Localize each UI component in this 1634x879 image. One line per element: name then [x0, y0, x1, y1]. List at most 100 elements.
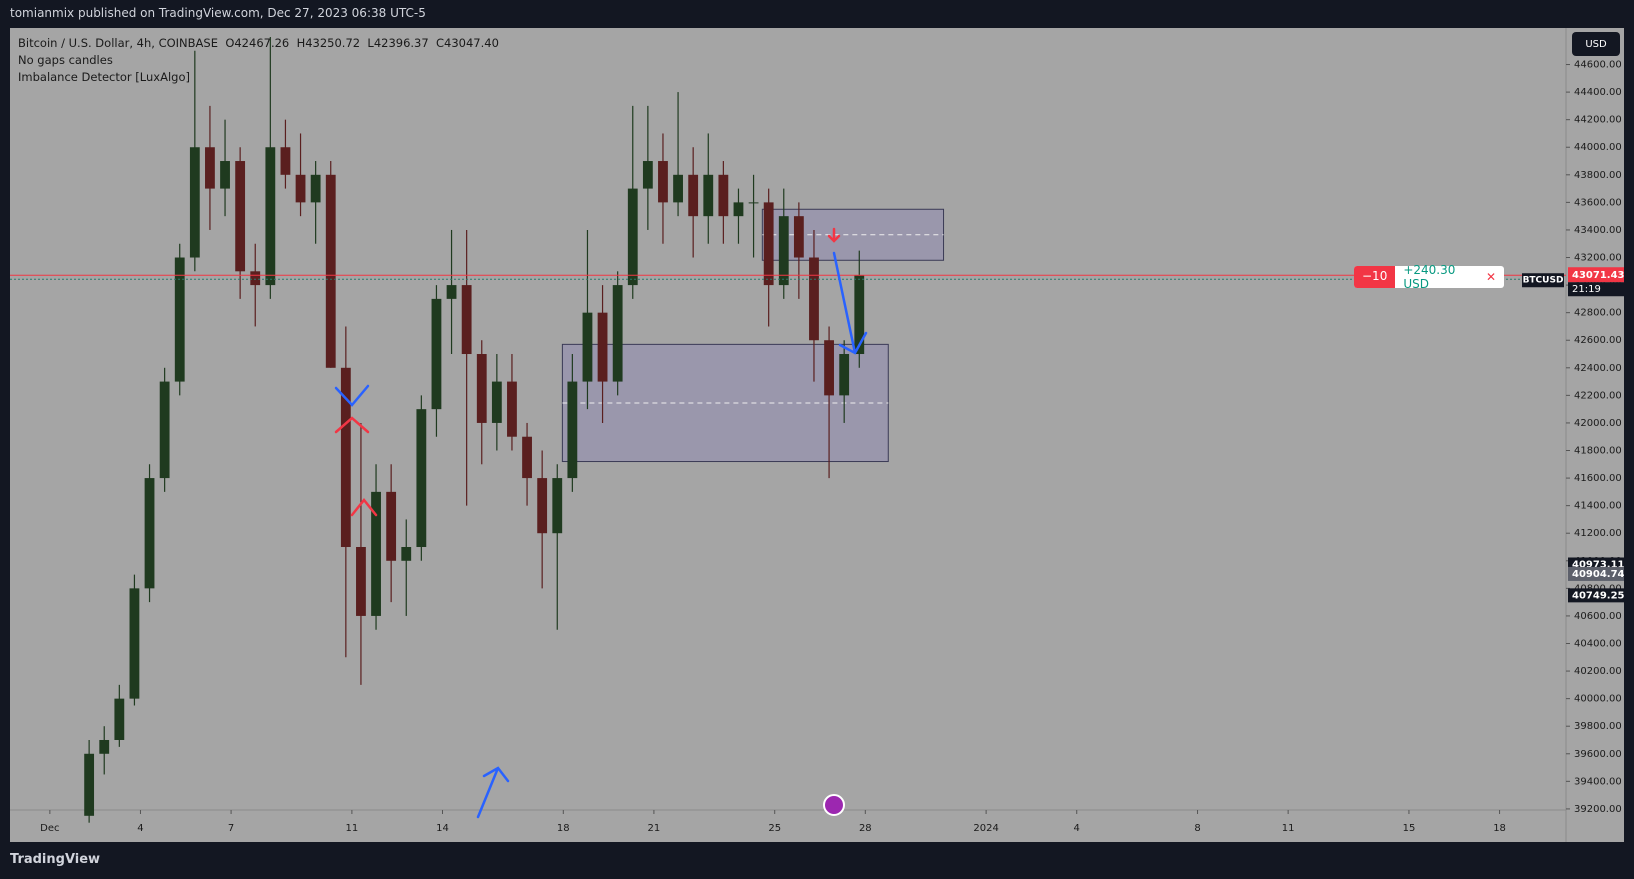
legend-line: No gaps candles [18, 53, 113, 67]
candle-body [129, 588, 140, 699]
y-tick-label: 40600.00 [1574, 611, 1622, 622]
candle-body [688, 174, 699, 217]
x-tick-label: 21 [648, 823, 661, 834]
position-widget[interactable]: −10 +240.30 USD ✕ [1354, 263, 1504, 291]
position-close[interactable]: ✕ [1485, 270, 1496, 284]
y-tick-label: 42600.00 [1574, 335, 1622, 346]
x-tick-label: 7 [228, 823, 234, 834]
event-icon[interactable] [823, 794, 845, 816]
x-tick-label: 14 [436, 823, 449, 834]
footer-brand: TradingView [10, 852, 101, 867]
y-tick-label: 40000.00 [1574, 694, 1622, 705]
legend: Bitcoin / U.S. Dollar, 4h, COINBASE O424… [18, 35, 499, 86]
arrow [334, 416, 370, 434]
candle-body [280, 147, 291, 175]
candle-body [189, 147, 200, 258]
legend-symbol: Bitcoin / U.S. Dollar, 4h, COINBASE [18, 36, 218, 50]
y-tick-label: 39200.00 [1574, 804, 1622, 815]
position-pnl: +240.30 USD [1403, 263, 1456, 291]
y-tick-label: 41400.00 [1574, 501, 1622, 512]
arrow [827, 227, 841, 243]
candle-body [295, 174, 306, 203]
candle-body [733, 202, 744, 217]
arrow [476, 766, 510, 819]
candle-body [220, 161, 230, 189]
legend-line: Imbalance Detector [LuxAlgo] [18, 70, 190, 84]
x-tick-label: 4 [137, 823, 143, 834]
candle-body [325, 174, 336, 368]
y-tick-label: 39800.00 [1574, 721, 1622, 732]
x-tick-label: 2024 [973, 823, 998, 834]
y-tick-label: 41200.00 [1574, 528, 1622, 539]
x-tick-label: 15 [1403, 823, 1416, 834]
plot-background [10, 28, 1624, 842]
y-tick-label: 39600.00 [1574, 749, 1622, 760]
candle-body [824, 340, 834, 396]
y-tick-label: 41800.00 [1574, 446, 1622, 457]
legend-high: H43250.72 [296, 36, 361, 50]
candle-body [491, 381, 502, 423]
arrows [334, 227, 868, 819]
y-tick-label: 40400.00 [1574, 638, 1622, 649]
candle-body [673, 174, 683, 203]
y-tick-label: 42200.00 [1574, 390, 1622, 401]
candle-body [371, 491, 381, 616]
candle-body [522, 436, 532, 479]
legend-row: Bitcoin / U.S. Dollar, 4h, COINBASE O424… [18, 35, 499, 52]
arrow [350, 497, 378, 517]
y-tick-label: 43200.00 [1574, 253, 1622, 264]
candle-body [461, 285, 472, 355]
price-tag: 40904.74 [1572, 569, 1625, 580]
candle-body [416, 409, 427, 548]
candle-body [386, 491, 397, 561]
candle-body [854, 275, 865, 355]
candle-body [642, 161, 653, 189]
y-tick-label: 43800.00 [1574, 170, 1622, 181]
x-tick-label: 11 [346, 823, 359, 834]
y-tick-label: 43600.00 [1574, 197, 1622, 208]
candle-body [265, 147, 276, 286]
candle-body [159, 381, 170, 479]
arrow [334, 384, 370, 407]
arrow [832, 251, 868, 355]
y-tick-label: 39400.00 [1574, 776, 1622, 787]
candle-body [763, 202, 774, 286]
candle-body [778, 216, 789, 286]
candle-body [401, 547, 412, 561]
y-tick-label: 41600.00 [1574, 473, 1622, 484]
y-tick-label: 42000.00 [1574, 418, 1622, 429]
candle-body [809, 257, 819, 341]
x-tick-label: 8 [1194, 823, 1200, 834]
price-tag: 43071.43 [1572, 270, 1625, 281]
candle-body [597, 312, 608, 382]
candle-body [567, 381, 578, 479]
symbol-tag-bg [1522, 273, 1564, 288]
candle-body [793, 216, 804, 258]
candle-body [839, 354, 850, 396]
price-tag: 40749.25 [1572, 590, 1625, 601]
candle-body [446, 285, 457, 299]
legend-close: C43047.40 [436, 36, 499, 50]
y-tick-label: 40200.00 [1574, 666, 1622, 677]
candle-body [84, 753, 95, 816]
x-tick-label: 28 [859, 823, 872, 834]
candle-body [205, 147, 215, 189]
currency-button[interactable]: USD [1572, 32, 1620, 56]
y-tick-label: 44200.00 [1574, 115, 1622, 126]
legend-open: O42467.26 [225, 36, 290, 50]
countdown: 21:19 [1572, 284, 1601, 295]
price-tag-bg [1568, 566, 1624, 581]
candle-body [476, 354, 487, 423]
x-tick-label: 18 [557, 823, 570, 834]
y-tick-label: 44000.00 [1574, 142, 1622, 153]
x-tick-label: 11 [1282, 823, 1295, 834]
candle-body [99, 739, 110, 754]
x-tick-label: 18 [1493, 823, 1506, 834]
candle-body [310, 174, 321, 203]
candle-body [658, 161, 668, 203]
candle-body [144, 478, 155, 589]
x-tick-label: Dec [40, 823, 59, 834]
header-title: tomianmix published on TradingView.com, … [10, 6, 426, 20]
